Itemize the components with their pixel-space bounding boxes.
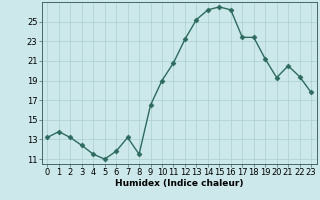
X-axis label: Humidex (Indice chaleur): Humidex (Indice chaleur) xyxy=(115,179,244,188)
